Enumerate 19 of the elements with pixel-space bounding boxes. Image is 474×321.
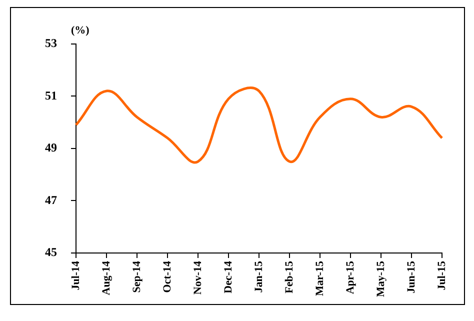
x-tick-label: Nov-14 — [192, 260, 204, 295]
x-tick-label: Aug-14 — [100, 260, 112, 296]
x-tick-label: Jul-15 — [436, 260, 448, 290]
y-tick-label: 49 — [45, 140, 57, 155]
x-tick-label: Dec-14 — [222, 260, 234, 294]
x-tick-label: Jun-15 — [405, 260, 418, 294]
x-tick-label: Mar-15 — [314, 260, 326, 296]
x-tick-label: Jul-14 — [70, 260, 82, 290]
y-tick-label: 51 — [45, 88, 57, 102]
x-tick-label: May-15 — [374, 260, 387, 297]
y-axis-title: (%) — [71, 24, 90, 36]
y-tick-label: 47 — [45, 192, 57, 207]
x-tick-label: Apr-15 — [344, 260, 356, 294]
x-tick-label: Feb-15 — [283, 260, 296, 294]
x-tick-label: Oct-14 — [161, 260, 174, 293]
y-tick-label: 53 — [45, 36, 57, 50]
y-tick-label: 45 — [45, 245, 57, 260]
x-tick-label: Jan-15 — [252, 260, 265, 293]
x-tick-label: Sep-14 — [130, 260, 143, 293]
